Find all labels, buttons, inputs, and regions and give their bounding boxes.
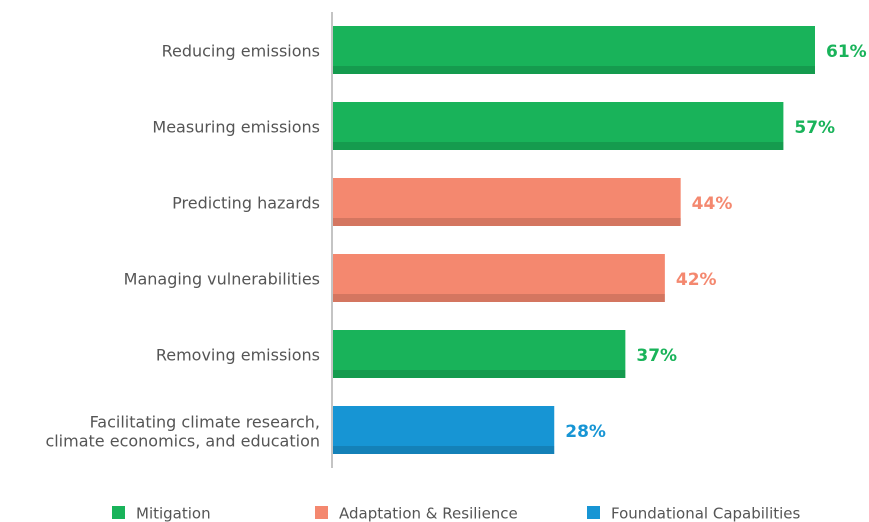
- bar-shadow: [333, 294, 665, 302]
- bar-shadow: [333, 370, 626, 378]
- bar: [333, 254, 665, 302]
- legend-label: Foundational Capabilities: [611, 505, 801, 522]
- value-label: 42%: [676, 270, 717, 290]
- bar: [333, 406, 555, 454]
- category-label: Predicting hazards: [172, 194, 320, 213]
- value-label: 44%: [692, 194, 733, 214]
- category-label: Measuring emissions: [152, 118, 320, 137]
- bar-shadow: [333, 66, 815, 74]
- bar: [333, 26, 815, 74]
- legend-swatch: [587, 506, 600, 519]
- bar: [333, 330, 626, 378]
- legend-swatch: [315, 506, 328, 519]
- bar-shadow: [333, 142, 784, 150]
- value-label: 37%: [636, 346, 677, 366]
- legend-swatch: [112, 506, 125, 519]
- value-label: 57%: [794, 118, 835, 138]
- bar: [333, 178, 681, 226]
- legend-label: Adaptation & Resilience: [339, 505, 518, 522]
- category-label: Removing emissions: [156, 346, 320, 365]
- category-label: Facilitating climate research, climate ec…: [45, 412, 320, 450]
- category-label: Managing vulnerabilities: [124, 270, 320, 289]
- value-label: 61%: [826, 42, 867, 62]
- bar-shadow: [333, 446, 555, 454]
- bar: [333, 102, 784, 150]
- bar-shadow: [333, 218, 681, 226]
- category-label: Reducing emissions: [162, 42, 320, 61]
- legend-label: Mitigation: [136, 505, 211, 522]
- value-label: 28%: [565, 422, 606, 442]
